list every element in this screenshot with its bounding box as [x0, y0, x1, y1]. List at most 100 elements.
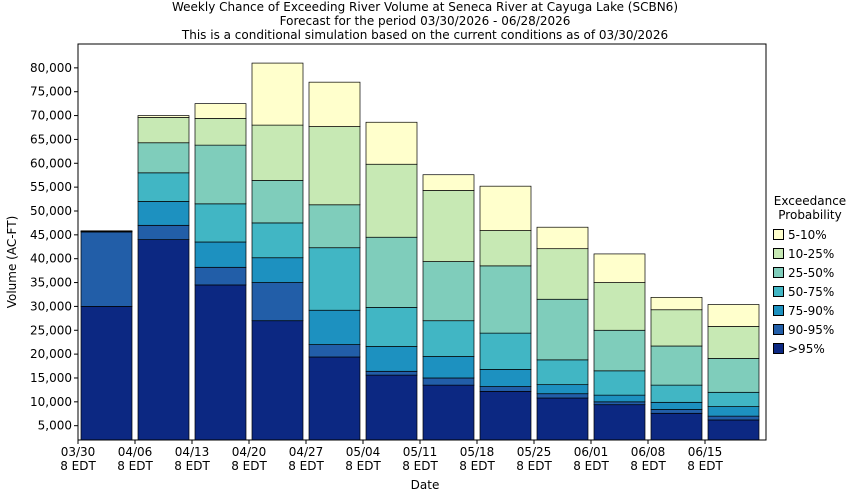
- bar-segment: [251, 320, 304, 441]
- bar-segment: [194, 241, 247, 268]
- legend-item: 25-50%: [773, 263, 834, 282]
- legend-item: 75-90%: [773, 301, 834, 320]
- bar-segment: [422, 320, 475, 357]
- bar-segment: [422, 190, 475, 262]
- bar-segment: [251, 124, 304, 181]
- legend: 5-10% 10-25% 25-50% 50-75% 75-90% 90-95% >95%: [773, 225, 834, 358]
- legend-item: 90-95%: [773, 320, 834, 339]
- bar-segment: [479, 332, 532, 370]
- bar-segment: [479, 265, 532, 334]
- x-tick-label-time: 8 EDT: [459, 459, 495, 473]
- legend-swatch: [773, 324, 784, 335]
- bar-segment: [308, 126, 361, 206]
- x-tick-label-date: 05/18: [460, 445, 495, 459]
- bar-segment: [194, 266, 247, 286]
- bar-segment: [308, 309, 361, 345]
- bar-segment: [137, 142, 190, 174]
- y-tick-label: 65,000: [30, 132, 72, 146]
- bar-segment: [308, 247, 361, 311]
- bar-segment: [422, 174, 475, 191]
- x-tick-label-time: 8 EDT: [117, 459, 153, 473]
- bar-segment: [593, 253, 646, 283]
- bar-segment: [536, 298, 589, 361]
- y-tick-label: 70,000: [30, 109, 72, 123]
- legend-title-line-2: Probability: [778, 208, 842, 222]
- y-tick-label: 60,000: [30, 156, 72, 170]
- bar-segment: [194, 103, 247, 119]
- legend-swatch: [773, 343, 784, 354]
- y-tick-label: 80,000: [30, 61, 72, 75]
- x-tick-label-date: 04/06: [118, 445, 153, 459]
- bar-segment: [593, 394, 646, 403]
- bar-segment: [80, 231, 133, 307]
- bar-segment: [593, 370, 646, 396]
- bar-segment: [707, 326, 760, 359]
- bar-segment: [308, 344, 361, 358]
- bar-segment: [593, 401, 646, 406]
- legend-label: 50-75%: [788, 284, 835, 299]
- bar-segment: [707, 358, 760, 393]
- x-tick-label-date: 06/01: [574, 445, 609, 459]
- y-tick-label: 30,000: [30, 299, 72, 313]
- legend-label: 10-25%: [788, 246, 835, 261]
- y-tick-label: 75,000: [30, 85, 72, 99]
- bar-segment: [365, 307, 418, 347]
- bar-segment: [650, 345, 703, 386]
- bar-segment: [650, 409, 703, 414]
- x-tick-label-date: 05/04: [346, 445, 381, 459]
- bar-segment: [251, 180, 304, 224]
- y-tick-label: 25,000: [30, 323, 72, 337]
- x-tick-label-date: 04/13: [175, 445, 210, 459]
- bar-segment: [137, 224, 190, 240]
- x-tick-label-date: 03/30: [61, 445, 96, 459]
- bar-segment: [251, 222, 304, 259]
- legend-label: 25-50%: [788, 265, 835, 280]
- x-tick-label-date: 04/20: [232, 445, 267, 459]
- legend-label: 5-10%: [788, 227, 827, 242]
- legend-title-line-1: Exceedance: [773, 194, 847, 208]
- y-tick-label: 45,000: [30, 228, 72, 242]
- x-tick-label-time: 8 EDT: [345, 459, 381, 473]
- bar-segment: [422, 261, 475, 322]
- bar-segment: [137, 172, 190, 202]
- bar-segment: [479, 230, 532, 267]
- x-tick-label-time: 8 EDT: [516, 459, 552, 473]
- bar-segment: [593, 329, 646, 372]
- chart-title-block: Weekly Chance of Exceeding River Volume …: [0, 0, 850, 42]
- bar-segment: [137, 201, 190, 226]
- legend-swatch: [773, 229, 784, 240]
- y-tick-label: 40,000: [30, 252, 72, 266]
- y-tick-label: 50,000: [30, 204, 72, 218]
- legend-swatch: [773, 286, 784, 297]
- bar-segment: [707, 304, 760, 327]
- bar-segment: [251, 62, 304, 126]
- bar-segment: [365, 370, 418, 376]
- x-tick-label-time: 8 EDT: [402, 459, 438, 473]
- legend-swatch: [773, 267, 784, 278]
- x-tick-label-date: 06/15: [688, 445, 723, 459]
- bar-segment: [251, 257, 304, 283]
- y-tick-label: 20,000: [30, 347, 72, 361]
- bar-segment: [479, 369, 532, 387]
- x-tick-label-time: 8 EDT: [288, 459, 324, 473]
- bar-segment: [422, 384, 475, 441]
- x-tick-label-time: 8 EDT: [231, 459, 267, 473]
- bar-segment: [650, 384, 703, 403]
- legend-item: 50-75%: [773, 282, 834, 301]
- bar-segment: [536, 384, 589, 395]
- bar-segment: [194, 203, 247, 243]
- bar-segment: [650, 401, 703, 410]
- chart-subtitle-period: Forecast for the period 03/30/2026 - 06/…: [279, 14, 571, 28]
- bar-segment: [536, 359, 589, 386]
- x-tick-label-time: 8 EDT: [174, 459, 210, 473]
- bar-segment: [536, 226, 589, 250]
- x-tick-label-time: 8 EDT: [630, 459, 666, 473]
- y-tick-label: 15,000: [30, 371, 72, 385]
- y-tick-label: 55,000: [30, 180, 72, 194]
- bar-segment: [137, 115, 190, 118]
- bar-segment: [365, 121, 418, 165]
- x-tick-label-date: 05/25: [517, 445, 552, 459]
- bar-segment: [365, 346, 418, 372]
- bar-segment: [707, 406, 760, 417]
